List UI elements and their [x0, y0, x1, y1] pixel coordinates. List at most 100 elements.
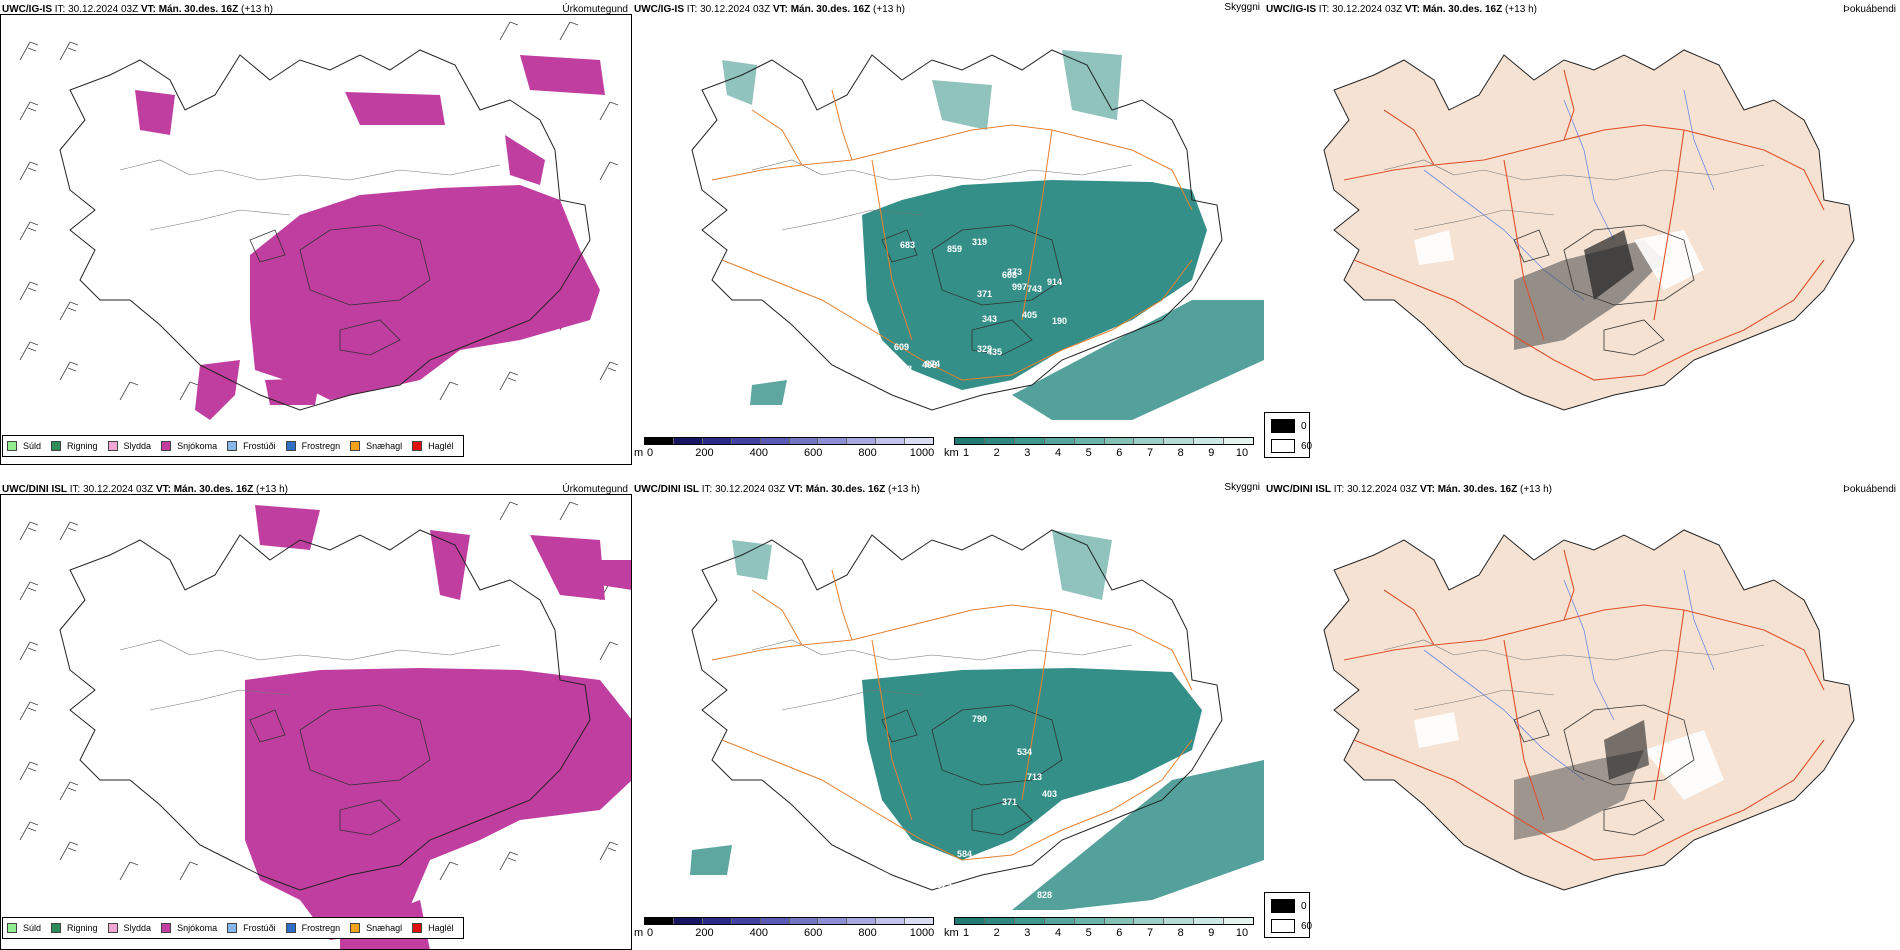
colorbar-tick: 400	[749, 927, 768, 939]
legend-item-haglél: Haglél	[412, 923, 454, 933]
legend-label: Slydda	[123, 923, 152, 933]
lead-time: (+13 h)	[238, 4, 273, 15]
colorbar-segment	[818, 918, 848, 924]
fog-index-legend: 0 60	[1264, 412, 1313, 458]
colorbar-strip	[954, 437, 1254, 445]
elevation-label: 538	[932, 854, 947, 864]
colorbar-tick: 9	[1208, 447, 1215, 459]
legend-swatch	[107, 923, 118, 933]
legend-swatch	[161, 923, 172, 933]
visibility-panel-top: 683 859 319 608 373 997 914 743 371 343 405 190 609 3…	[632, 0, 1264, 465]
colorbar-segment	[1164, 918, 1195, 924]
legend-swatch	[51, 441, 62, 451]
legend-label: Haglél	[428, 923, 454, 933]
init-time: IT: 30.12.2024 03Z	[684, 4, 773, 15]
colorbar-segment	[645, 438, 674, 444]
colorbar-tick: 8	[1177, 927, 1184, 939]
colorbar-segment	[1224, 918, 1254, 924]
colorbar-tick: 0	[646, 447, 654, 459]
precip-type-map	[19, 21, 619, 420]
colorbar-segment	[876, 438, 906, 444]
colorbar-tick: 3	[1024, 927, 1031, 939]
legend-swatch	[7, 923, 17, 933]
colorbar-segment	[1074, 438, 1105, 444]
legend-label: Snæhagl	[366, 923, 403, 933]
init-time: IT: 30.12.2024 03Z	[67, 484, 156, 495]
fog-legend-swatch	[1271, 899, 1295, 913]
fog-index-map	[1323, 529, 1855, 891]
colorbar-tick: 200	[695, 447, 714, 459]
lead-time: (+13 h)	[870, 4, 905, 15]
colorbar-segment	[702, 438, 732, 444]
colorbar-tick: 5	[1085, 447, 1092, 459]
colorbar-tick: 400	[749, 447, 768, 459]
elevation-label: 373	[1007, 267, 1022, 277]
colorbar-tick: 7	[1146, 447, 1154, 459]
panel-title: Úrkomutegund	[562, 484, 628, 495]
elevation-label: 859	[947, 244, 962, 254]
elevation-label: 925	[937, 880, 952, 890]
panel-header: UWC/IG-IS IT: 30.12.2024 03Z VT: Mán. 30…	[0, 4, 632, 20]
legend-label: Rigning	[67, 923, 98, 933]
colorbar-tick: 4	[1054, 927, 1062, 939]
colorbar-segment	[955, 918, 985, 924]
panel-header: UWC/DINI ISL IT: 30.12.2024 03Z VT: Mán.…	[1264, 484, 1900, 500]
colorbar-segment	[905, 438, 934, 444]
valid-time-label: VT:	[1404, 4, 1420, 15]
legend-swatch	[350, 923, 361, 933]
panel-title: Skyggni	[1224, 2, 1260, 13]
elevation-labels: 790 534 713 371 403 276 538 584 682 925 828	[932, 714, 1072, 900]
legend-item-snjókoma: Snjókoma	[161, 923, 217, 933]
fog-legend-label: 0	[1301, 420, 1307, 432]
elevation-label: 997	[1012, 282, 1027, 292]
elevation-label: 713	[1027, 772, 1042, 782]
visibility-panel-bottom: 790 534 713 371 403 276 538 584 682 925 828 UWC/DI…	[632, 480, 1264, 950]
legend-label: Súld	[23, 923, 42, 933]
legend-item-frostúði: Frostúði	[227, 441, 276, 451]
elevation-colorbar: m 0 200 400 600 800 1000	[634, 437, 934, 461]
legend-swatch	[7, 441, 17, 451]
low-visibility-areas	[690, 530, 1264, 910]
colorbar-segment	[847, 918, 877, 924]
colorbar-segment	[1014, 918, 1045, 924]
low-visibility-areas	[722, 50, 1264, 420]
model-name: UWC/DINI ISL	[1266, 484, 1331, 495]
elevation-label: 682	[977, 858, 992, 868]
legend-item-frostregn: Frostregn	[285, 441, 340, 451]
visibility-map: 790 534 713 371 403 276 538 584 682 925 828	[690, 529, 1264, 910]
colorbar-segment	[789, 918, 819, 924]
valid-time: Mán. 30.des. 16Z	[787, 4, 871, 15]
elevation-label: 609	[894, 342, 909, 352]
colorbar-segment	[760, 438, 790, 444]
legend-item-slydda: Slydda	[107, 923, 152, 933]
legend-item-súld: Súld	[7, 923, 41, 933]
colorbar-segment	[1014, 438, 1045, 444]
elevation-label: 584	[957, 849, 972, 859]
precip-type-panel-top: UWC/IG-IS IT: 30.12.2024 03Z VT: Mán. 30…	[0, 0, 632, 465]
legend-swatch	[412, 441, 423, 451]
panel-title: Þokuábendi	[1843, 4, 1896, 15]
valid-time-label: VT:	[155, 484, 171, 495]
colorbar-unit: km	[944, 927, 959, 939]
panel-title: Þokuábendi	[1843, 484, 1896, 495]
colorbar-tick: 2	[993, 927, 1000, 939]
elevation-label: 435	[987, 347, 1002, 357]
legend-label: Snæhagl	[366, 441, 403, 451]
colorbar-tick: 7	[1146, 927, 1154, 939]
fog-legend-swatch	[1271, 439, 1295, 453]
fog-legend-label: 60	[1301, 920, 1313, 932]
colorbar-segment	[702, 918, 732, 924]
fog-legend-label: 60	[1301, 440, 1313, 452]
colorbar-strip	[954, 917, 1254, 925]
valid-time: Mán. 30.des. 16Z	[170, 484, 254, 495]
fog-index-legend: 0 60	[1264, 892, 1313, 938]
legend-label: Snjókoma	[177, 923, 218, 933]
valid-time-label: VT:	[140, 4, 156, 15]
legend-label: Slydda	[123, 441, 152, 451]
colorbar-segment	[731, 918, 761, 924]
panel-title: Úrkomutegund	[562, 4, 628, 15]
colorbar-tick: 600	[804, 927, 823, 939]
colorbar-tick: 9	[1208, 927, 1215, 939]
panel-header: UWC/IG-IS IT: 30.12.2024 03Z VT: Mán. 30…	[1264, 4, 1900, 20]
